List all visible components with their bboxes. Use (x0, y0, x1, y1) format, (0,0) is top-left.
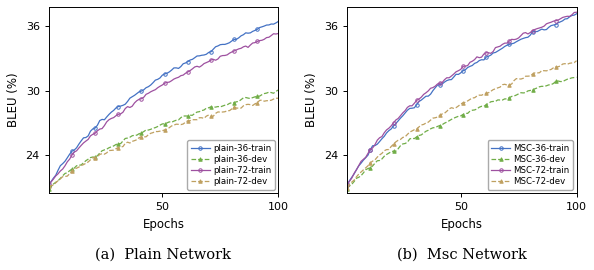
MSC-72-train (462, 65, 469, 68)
MSC-72-dev (343, 186, 350, 189)
plain-72-dev (99, 152, 106, 155)
plain-72-train (182, 72, 189, 75)
MSC-36-dev (462, 112, 469, 115)
plain-36-train (99, 118, 106, 121)
Legend: plain-36-train, plain-36-dev, plain-72-train, plain-72-dev: plain-36-train, plain-36-dev, plain-72-t… (187, 140, 274, 190)
plain-72-dev (163, 127, 170, 131)
plain-36-train (89, 127, 96, 130)
plain-72-train (89, 133, 96, 136)
plain-36-dev (182, 114, 189, 118)
MSC-36-dev (388, 150, 395, 153)
plain-36-dev (274, 88, 282, 92)
Line: MSC-36-dev: MSC-36-dev (346, 76, 579, 190)
MSC-72-dev (561, 62, 568, 65)
MSC-72-dev (481, 92, 488, 96)
MSC-36-train (462, 68, 469, 71)
plain-72-dev (182, 120, 189, 124)
plain-72-dev (89, 156, 96, 159)
plain-72-train (256, 39, 263, 42)
plain-36-dev (256, 94, 263, 98)
plain-36-train (163, 72, 170, 75)
Line: plain-72-dev: plain-72-dev (47, 96, 280, 188)
Legend: MSC-36-train, MSC-36-dev, MSC-72-train, MSC-72-dev: MSC-36-train, MSC-36-dev, MSC-72-train, … (488, 140, 573, 190)
MSC-72-dev (397, 138, 404, 141)
plain-72-dev (263, 99, 270, 102)
Line: plain-72-train: plain-72-train (47, 32, 280, 186)
plain-36-train (182, 61, 189, 65)
MSC-72-train (561, 15, 568, 18)
Line: MSC-72-dev: MSC-72-dev (346, 59, 579, 190)
MSC-72-dev (573, 59, 580, 62)
MSC-72-dev (554, 65, 561, 69)
plain-36-dev (99, 149, 106, 152)
plain-36-dev (45, 188, 52, 191)
MSC-36-dev (481, 105, 488, 108)
plain-36-train (263, 23, 270, 27)
MSC-36-train (388, 127, 395, 131)
plain-36-train (274, 20, 282, 23)
X-axis label: Epochs: Epochs (143, 218, 185, 231)
plain-36-train (45, 184, 52, 187)
plain-72-train (163, 81, 170, 84)
plain-72-dev (45, 184, 52, 187)
Line: MSC-36-train: MSC-36-train (346, 12, 579, 186)
Y-axis label: BLEU (%): BLEU (%) (305, 73, 318, 127)
plain-72-train (45, 183, 52, 186)
plain-72-dev (256, 99, 263, 102)
plain-72-train (274, 32, 282, 35)
MSC-36-dev (397, 144, 404, 147)
plain-36-dev (89, 156, 96, 159)
MSC-72-train (554, 19, 561, 22)
MSC-36-train (397, 117, 404, 120)
MSC-36-train (554, 21, 561, 25)
MSC-36-train (573, 12, 580, 15)
plain-36-train (256, 26, 263, 29)
MSC-72-train (481, 52, 488, 56)
X-axis label: Epochs: Epochs (441, 218, 483, 231)
MSC-72-dev (388, 145, 395, 148)
MSC-36-dev (343, 187, 350, 190)
Line: MSC-72-train: MSC-72-train (346, 11, 579, 186)
plain-72-train (263, 36, 270, 39)
MSC-72-train (388, 124, 395, 127)
Line: plain-36-dev: plain-36-dev (47, 88, 280, 191)
plain-72-dev (274, 97, 282, 100)
MSC-36-train (561, 17, 568, 21)
Text: (a)  Plain Network: (a) Plain Network (96, 248, 232, 262)
MSC-72-train (573, 11, 580, 14)
MSC-36-train (481, 58, 488, 62)
MSC-36-dev (561, 79, 568, 82)
Text: (b)  Msc Network: (b) Msc Network (397, 248, 527, 262)
MSC-36-train (343, 183, 350, 186)
plain-36-dev (163, 121, 170, 124)
plain-36-dev (263, 92, 270, 95)
MSC-72-train (343, 183, 350, 186)
Line: plain-36-train: plain-36-train (47, 20, 280, 188)
MSC-36-dev (573, 76, 580, 79)
plain-72-train (99, 127, 106, 130)
MSC-72-train (397, 114, 404, 117)
MSC-72-dev (462, 101, 469, 104)
MSC-36-dev (554, 79, 561, 83)
Y-axis label: BLEU (%): BLEU (%) (7, 73, 20, 127)
